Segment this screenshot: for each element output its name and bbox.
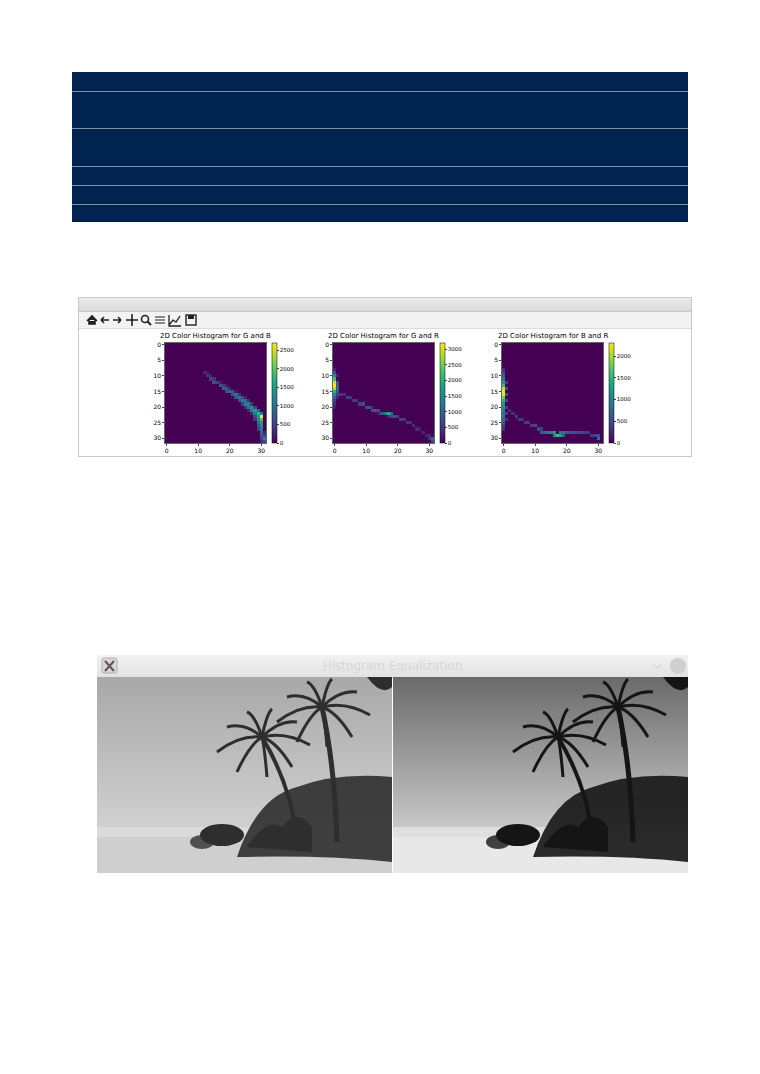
svg-text:30: 30 xyxy=(594,447,602,454)
svg-text:2000: 2000 xyxy=(448,377,462,383)
svg-text:0: 0 xyxy=(325,341,329,348)
svg-text:1000: 1000 xyxy=(617,396,631,402)
svg-text:500: 500 xyxy=(617,418,628,424)
svg-text:500: 500 xyxy=(448,424,459,430)
svg-text:1500: 1500 xyxy=(448,393,462,399)
svg-text:2000: 2000 xyxy=(617,353,631,359)
svg-text:500: 500 xyxy=(280,421,291,427)
svg-text:15: 15 xyxy=(154,388,162,395)
svg-text:20: 20 xyxy=(394,447,402,454)
svg-text:1500: 1500 xyxy=(617,375,631,381)
svg-text:0: 0 xyxy=(157,341,161,348)
svg-text:20: 20 xyxy=(491,403,499,410)
svg-text:5: 5 xyxy=(157,356,161,363)
svg-text:2D Color Histogram for G and B: 2D Color Histogram for G and B xyxy=(160,332,271,340)
svg-text:30: 30 xyxy=(154,434,162,441)
svg-text:0: 0 xyxy=(448,440,452,446)
svg-text:15: 15 xyxy=(322,388,330,395)
svg-text:0: 0 xyxy=(494,341,498,348)
svg-text:0: 0 xyxy=(333,447,337,454)
svg-text:2D Color Histogram for G and R: 2D Color Histogram for G and R xyxy=(328,332,439,340)
svg-text:25: 25 xyxy=(154,419,162,426)
svg-text:15: 15 xyxy=(491,388,499,395)
svg-text:20: 20 xyxy=(563,447,571,454)
svg-text:0: 0 xyxy=(280,440,284,446)
svg-text:30: 30 xyxy=(322,434,330,441)
html-text:Histogram Equalization: Histogram Equalization xyxy=(322,659,463,673)
svg-text:0: 0 xyxy=(165,447,169,454)
svg-text:2000: 2000 xyxy=(280,366,294,372)
svg-text:10: 10 xyxy=(194,447,202,454)
svg-text:1000: 1000 xyxy=(448,409,462,415)
svg-text:10: 10 xyxy=(531,447,539,454)
svg-text:10: 10 xyxy=(362,447,370,454)
svg-text:20: 20 xyxy=(322,403,330,410)
svg-text:2D Color Histogram for B and R: 2D Color Histogram for B and R xyxy=(498,332,608,340)
svg-text:10: 10 xyxy=(322,372,330,379)
svg-text:1000: 1000 xyxy=(280,403,294,409)
svg-text:3000: 3000 xyxy=(448,346,462,352)
svg-text:0: 0 xyxy=(502,447,506,454)
svg-text:2500: 2500 xyxy=(448,362,462,368)
svg-text:5: 5 xyxy=(325,356,329,363)
svg-text:0: 0 xyxy=(617,440,621,446)
svg-text:20: 20 xyxy=(154,403,162,410)
svg-text:30: 30 xyxy=(491,434,499,441)
svg-text:30: 30 xyxy=(425,447,433,454)
svg-text:2500: 2500 xyxy=(280,347,294,353)
svg-text:1500: 1500 xyxy=(280,384,294,390)
svg-text:25: 25 xyxy=(491,419,499,426)
svg-text:10: 10 xyxy=(154,372,162,379)
svg-text:25: 25 xyxy=(322,419,330,426)
svg-text:30: 30 xyxy=(257,447,265,454)
svg-text:20: 20 xyxy=(226,447,234,454)
svg-text:10: 10 xyxy=(491,372,499,379)
svg-text:5: 5 xyxy=(494,356,498,363)
